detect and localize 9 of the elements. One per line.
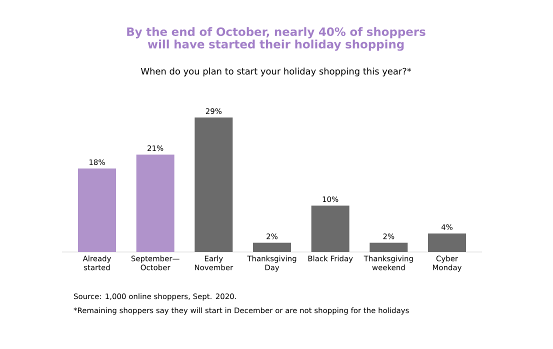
bar	[428, 233, 466, 252]
chart-title: By the end of October, nearly 40% of shoppers will have started their holiday shopping	[127, 27, 426, 51]
bar	[194, 117, 233, 252]
bar	[136, 154, 174, 252]
chart-subtitle: When do you plan to start your holiday shopping this year?*	[140, 68, 412, 76]
bar	[311, 206, 350, 252]
bar	[370, 242, 408, 252]
bar	[253, 242, 292, 252]
bar	[78, 168, 116, 252]
